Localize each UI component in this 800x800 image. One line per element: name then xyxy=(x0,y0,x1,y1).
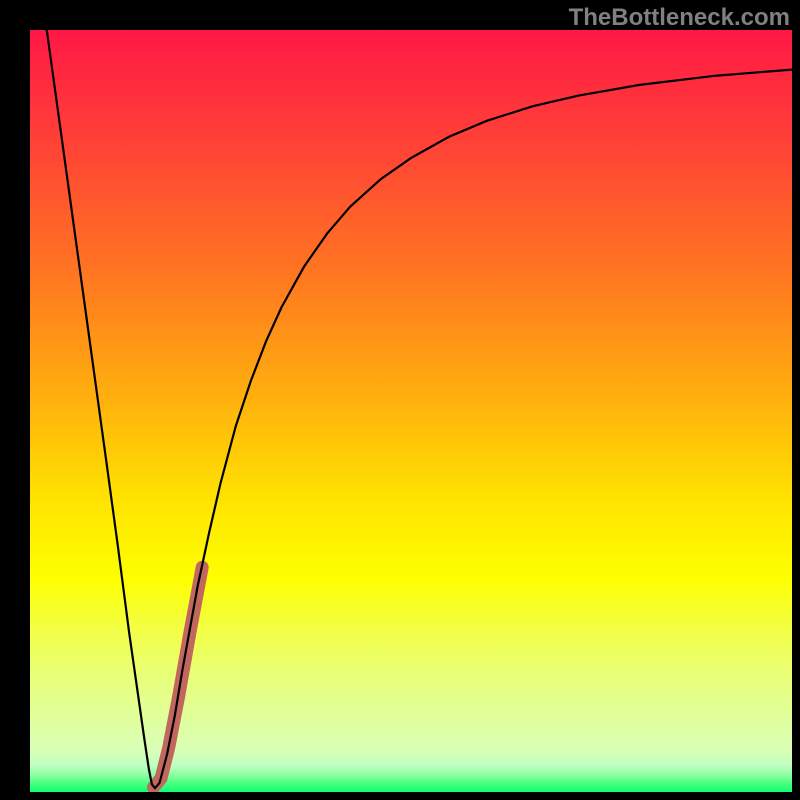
chart-svg xyxy=(30,30,792,792)
watermark-text: TheBottleneck.com xyxy=(569,4,790,32)
plot-area xyxy=(30,30,792,792)
figure-container: TheBottleneck.com xyxy=(0,0,800,800)
gradient-background xyxy=(30,30,792,792)
